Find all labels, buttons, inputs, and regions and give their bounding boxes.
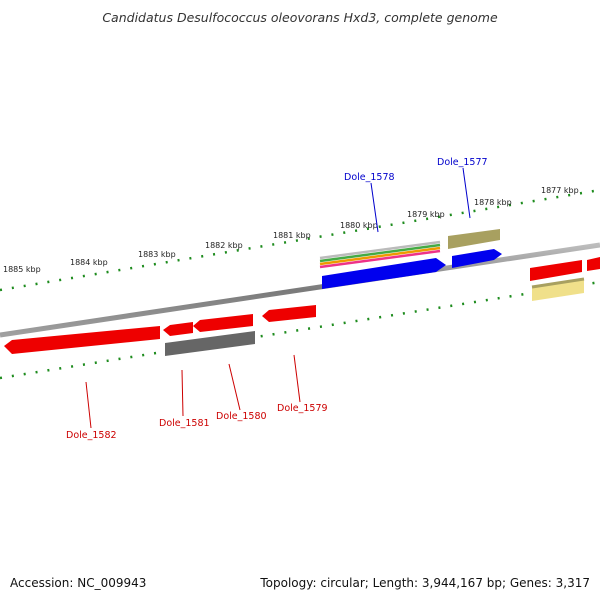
gene-dole-1577[interactable]: [452, 249, 502, 268]
genome-title: Candidatus Desulfococcus oleovorans Hxd3…: [102, 10, 498, 25]
gene-feature-line: [319, 246, 441, 266]
gene-dole-1581-red[interactable]: [163, 322, 193, 336]
label-line-dole-1579: [293, 354, 301, 403]
gene-dole-1580[interactable]: [195, 331, 255, 352]
scale-labels: 1885 kbp 1884 kbp 1883 kbp 1882 kbp 1881…: [3, 186, 579, 274]
gene-right-red[interactable]: [530, 260, 582, 281]
gene-label[interactable]: Dole_1581: [159, 418, 210, 429]
gene-pale-top: [531, 277, 585, 289]
gene-pale[interactable]: [532, 280, 584, 301]
gene-label[interactable]: Dole_1582: [66, 430, 117, 441]
topology-text: Topology: circular; Length: 3,944,167 bp…: [260, 576, 590, 590]
gene-dole-1581[interactable]: [165, 339, 195, 356]
forward-genes: [319, 229, 600, 301]
inner-scale: [0, 280, 600, 380]
label-line-dole-1578: [370, 182, 379, 233]
scale-label: 1880 kbp: [340, 221, 378, 230]
gene-label[interactable]: Dole_1579: [277, 403, 328, 414]
label-line-dole-1580: [228, 363, 241, 411]
label-line-dole-1577: [462, 167, 471, 219]
scale-label: 1885 kbp: [3, 265, 41, 274]
outer-scale-dots: [0, 188, 600, 292]
gene-dole-1577-olive[interactable]: [448, 229, 500, 249]
gene-feature-line: [319, 240, 441, 260]
gene-feature-line: [319, 243, 441, 263]
scale-label: 1882 kbp: [205, 241, 243, 250]
gene-dole-1582[interactable]: [4, 326, 160, 354]
gene-dole-1578[interactable]: [322, 258, 446, 289]
scale-label: 1879 kbp: [407, 210, 445, 219]
gene-labels: Dole_1578 Dole_1577 Dole_1582 Dole_1581 …: [66, 157, 488, 441]
scale-label: 1883 kbp: [138, 250, 176, 259]
scale-label: 1878 kbp: [474, 198, 512, 207]
gene-label[interactable]: Dole_1578: [344, 172, 395, 183]
reverse-genes: [4, 305, 316, 356]
gene-label[interactable]: Dole_1577: [437, 157, 488, 168]
gene-feature-line: [319, 249, 441, 269]
gene-right-edge[interactable]: [587, 257, 600, 271]
label-line-dole-1582: [85, 381, 92, 429]
gene-dole-1579[interactable]: [262, 305, 316, 322]
gene-label[interactable]: Dole_1580: [216, 411, 267, 422]
scale-label: 1877 kbp: [541, 186, 579, 195]
label-line-dole-1581: [181, 369, 184, 417]
gene-label-lines: [85, 167, 471, 429]
outer-scale: [0, 188, 600, 292]
scale-label: 1881 kbp: [273, 231, 311, 240]
genome-backbone: [0, 242, 600, 338]
accession-text: Accession: NC_009943: [10, 576, 147, 590]
gene-dole-1580-red[interactable]: [193, 314, 253, 332]
scale-label: 1884 kbp: [70, 258, 108, 267]
inner-scale-dots: [0, 280, 600, 380]
